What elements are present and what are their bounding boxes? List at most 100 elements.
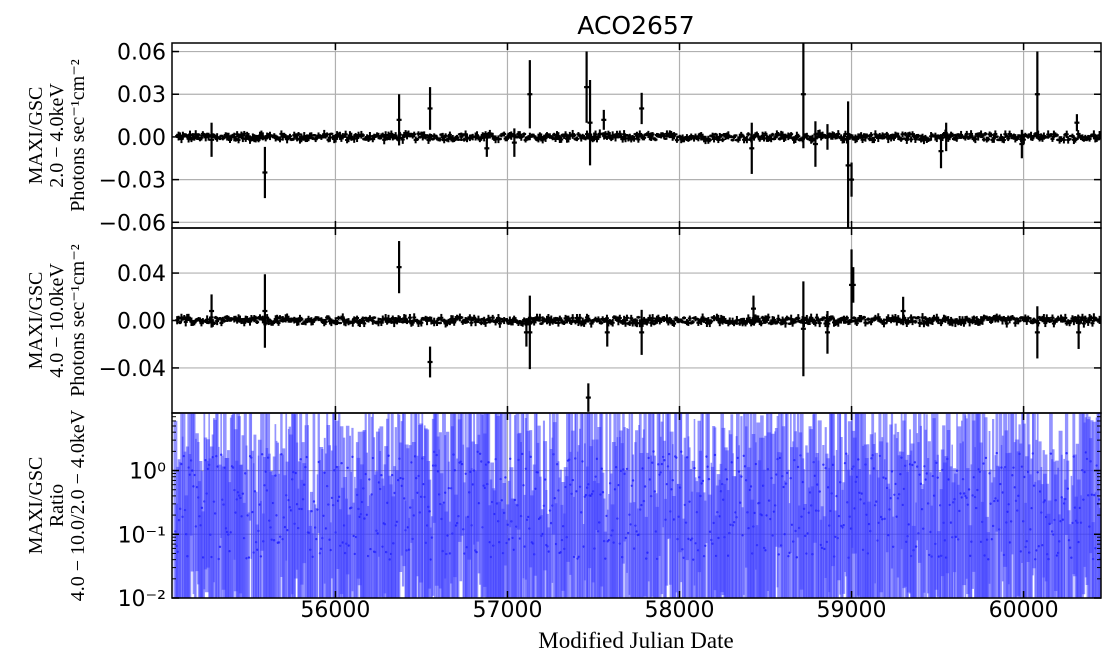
panel-ratio: 10⁻² 10⁻¹ 10⁰ MAXI/GSCRatio4.0 − 10.0/2.0 −… <box>25 409 1102 612</box>
data-point <box>725 478 729 481</box>
data-point <box>553 496 556 500</box>
data-point <box>312 500 316 503</box>
data-point <box>995 451 998 455</box>
x-axis-label: Modified Julian Date <box>538 628 733 653</box>
y-axis-label: MAXI/GSC2.0 − 4.0keVPhotons sec⁻¹cm⁻² <box>25 59 89 212</box>
data-point <box>310 510 313 513</box>
x-tick-label: 56000 <box>300 598 370 623</box>
data-point <box>380 473 383 477</box>
data-point <box>713 453 717 457</box>
y-tick-label: −0.03 <box>99 169 166 194</box>
data-point <box>475 550 478 554</box>
data-point <box>259 555 263 558</box>
y-axis-label: MAXI/GSC4.0 − 10.0keVPhotons sec⁻¹cm⁻² <box>25 244 89 397</box>
data-point <box>241 492 245 495</box>
data-point <box>653 490 656 493</box>
data-point <box>1049 452 1053 455</box>
data-point <box>464 472 467 475</box>
y-tick-label: 0.04 <box>117 262 166 287</box>
data-points <box>175 241 1101 412</box>
chart-title: ACO2657 <box>577 11 694 40</box>
data-point <box>601 491 605 494</box>
y-tick-label: 0.00 <box>117 126 166 151</box>
y-tick-label: 0.00 <box>117 310 166 335</box>
data-point <box>914 545 918 548</box>
data-point <box>428 510 431 513</box>
data-point <box>487 461 490 464</box>
data-point <box>693 466 696 470</box>
data-point <box>1066 487 1069 490</box>
data-point <box>340 462 343 465</box>
data-points <box>175 43 1101 228</box>
y-tick-label: 10⁻² <box>118 587 166 612</box>
data-point <box>663 459 666 462</box>
data-point <box>845 452 848 455</box>
data-point <box>737 470 741 473</box>
data-point <box>913 461 917 464</box>
data-point <box>740 475 743 478</box>
data-point <box>652 450 655 453</box>
data-point <box>890 470 894 473</box>
y-tick-label: 0.03 <box>117 83 166 108</box>
data-point <box>984 456 988 460</box>
data-point <box>387 454 390 457</box>
data-point <box>247 556 251 559</box>
data-point <box>919 482 923 486</box>
y-tick-label: 10⁰ <box>129 460 166 485</box>
data-point <box>351 455 354 459</box>
y-axis-label: MAXI/GSCRatio4.0 − 10.0/2.0 − 4.0keV <box>25 409 89 601</box>
data-point <box>504 476 507 479</box>
data-point <box>707 477 711 481</box>
panel-hard: −0.04 0.00 0.04 MAXI/GSC4.0 − 10.0keVPhoton… <box>25 227 1102 414</box>
data-point <box>218 545 222 549</box>
data-point <box>818 490 821 493</box>
data-points <box>173 413 1101 598</box>
data-point <box>680 450 683 453</box>
data-point <box>749 485 753 488</box>
data-point <box>671 479 674 482</box>
data-point <box>600 467 603 470</box>
data-point <box>643 485 647 488</box>
data-point <box>543 478 547 481</box>
panel-soft: −0.06 −0.03 0.00 0.03 0.06 MAXI/GSC2.0 − 4.0k… <box>25 41 1102 236</box>
data-point <box>447 486 451 490</box>
y-tick-label: 0.06 <box>117 41 166 66</box>
data-point <box>571 478 575 482</box>
y-tick-label: −0.04 <box>99 357 166 382</box>
data-point <box>509 457 512 460</box>
plot-frame <box>171 412 1102 599</box>
data-point <box>338 495 341 499</box>
x-tick-label: 58000 <box>645 598 715 623</box>
x-tick-label: 60000 <box>989 598 1059 623</box>
data-point <box>967 488 971 491</box>
data-point <box>795 556 799 559</box>
data-point <box>822 463 825 466</box>
data-point <box>220 453 223 456</box>
data-point <box>1060 496 1063 499</box>
data-point <box>796 465 800 469</box>
y-tick-label: −0.06 <box>99 211 166 236</box>
data-point <box>857 458 860 461</box>
data-point <box>391 473 394 477</box>
data-point <box>1097 498 1101 501</box>
data-point <box>704 544 707 548</box>
data-point <box>701 479 705 483</box>
x-tick-labels: 56000 57000 58000 59000 60000 <box>300 598 1058 623</box>
data-point <box>1036 471 1039 474</box>
data-point <box>453 469 457 472</box>
x-tick-label: 57000 <box>472 598 542 623</box>
x-tick-label: 59000 <box>817 598 887 623</box>
data-point <box>346 466 349 469</box>
data-point <box>368 478 371 481</box>
data-point <box>200 506 204 510</box>
data-point <box>1065 452 1068 455</box>
data-point <box>631 479 635 482</box>
data-point <box>500 499 503 502</box>
data-point <box>260 453 264 456</box>
data-point <box>982 462 985 465</box>
data-point <box>936 476 939 479</box>
data-point <box>777 553 780 556</box>
data-point <box>299 458 302 461</box>
y-tick-label: 10⁻¹ <box>118 523 166 548</box>
